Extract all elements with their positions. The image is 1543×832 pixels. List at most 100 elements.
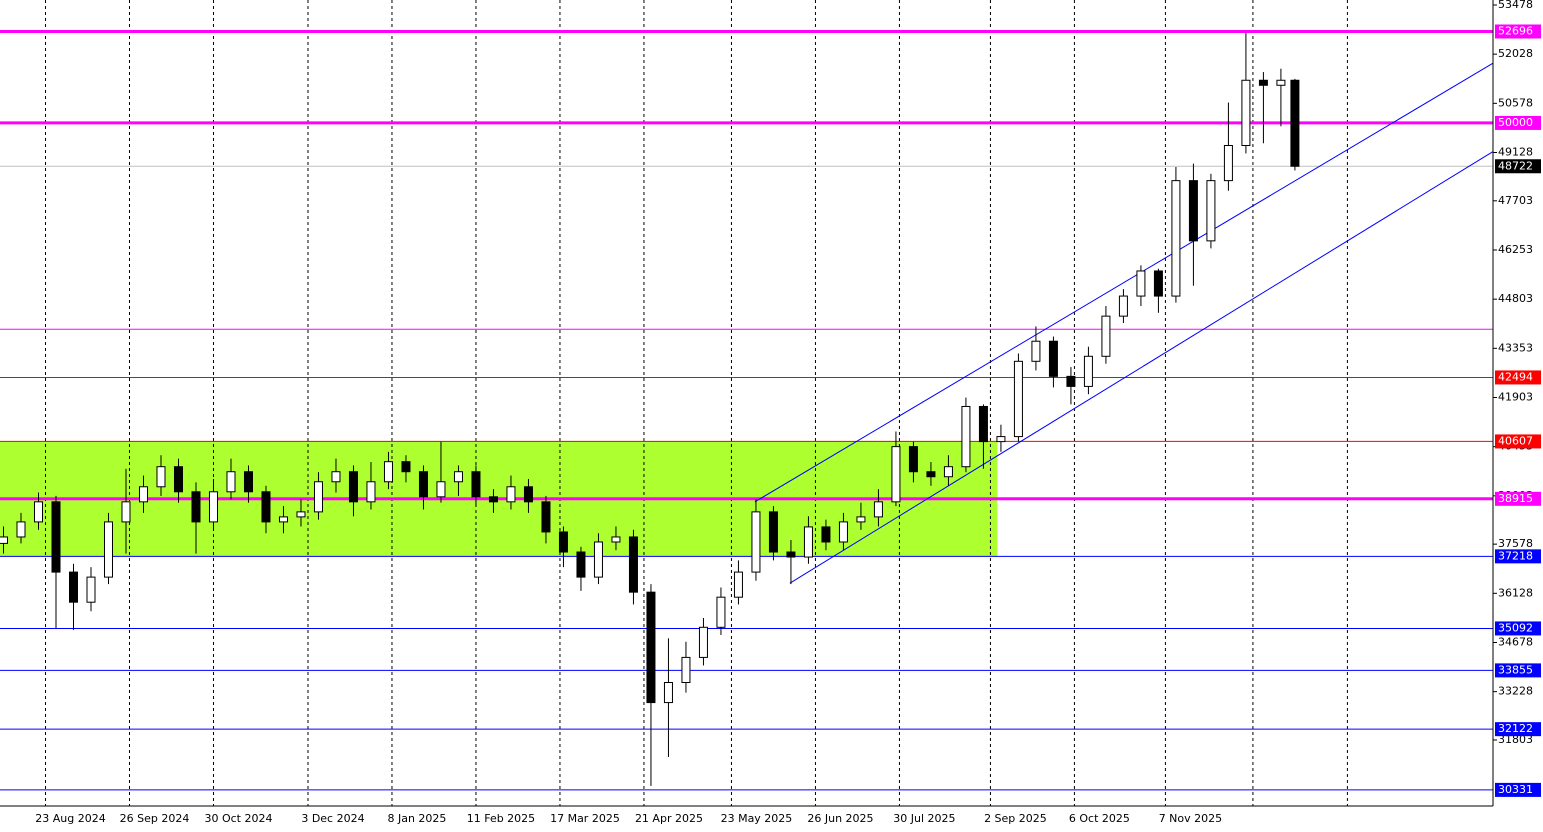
- candle-body: [961, 405, 971, 468]
- y-tick-label: 33228: [1498, 685, 1533, 698]
- x-tick-label: 11 Feb 2025: [467, 812, 535, 825]
- candle-body: [821, 526, 831, 543]
- candle-body: [33, 501, 43, 523]
- candle-body: [1118, 295, 1128, 317]
- candle-body: [103, 521, 113, 578]
- candle-body: [418, 471, 428, 498]
- level-tag: [1495, 115, 1541, 130]
- candle-body: [471, 471, 481, 498]
- level-tag-label: 52696: [1498, 25, 1533, 38]
- candle-body: [803, 526, 813, 558]
- level-tag: [1495, 370, 1541, 385]
- level-tag: [1495, 722, 1541, 737]
- trend-line: [789, 151, 1494, 584]
- level-tag: [1495, 621, 1541, 636]
- y-tick-label: 37578: [1498, 537, 1533, 550]
- candle-body: [86, 576, 96, 603]
- x-tick-label: 17 Mar 2025: [550, 812, 620, 825]
- candle-body: [733, 571, 743, 598]
- level-tag-label: 37218: [1498, 549, 1533, 562]
- x-tick-label: 6 Oct 2025: [1069, 812, 1130, 825]
- level-tag: [1495, 159, 1541, 174]
- level-tag: [1495, 782, 1541, 797]
- candle-body: [401, 461, 411, 473]
- candle-body: [138, 486, 148, 503]
- candle-body: [1101, 315, 1111, 357]
- candle-body: [278, 516, 288, 523]
- candle-body: [121, 501, 131, 523]
- candle-body: [1188, 180, 1198, 242]
- candle-body: [978, 405, 988, 443]
- candle-body: [558, 531, 568, 553]
- candle-body: [1153, 270, 1163, 297]
- candle-body: [173, 466, 183, 493]
- x-tick-label: 23 May 2025: [721, 812, 793, 825]
- y-tick-label: 31803: [1498, 733, 1533, 746]
- candle-body: [1136, 270, 1146, 297]
- level-tag-label: 35092: [1498, 621, 1533, 634]
- level-tag-label: 50000: [1498, 116, 1533, 129]
- level-tag-label: 33855: [1498, 663, 1533, 676]
- candle-body: [51, 501, 61, 573]
- level-tag-label: 30331: [1498, 783, 1533, 796]
- candle-body: [296, 511, 306, 518]
- candle-body: [1171, 180, 1181, 297]
- x-tick-label: 26 Sep 2024: [120, 812, 190, 825]
- candle-body: [646, 591, 656, 704]
- level-tag-label: 32122: [1498, 722, 1533, 735]
- x-tick-label: 3 Dec 2024: [301, 812, 364, 825]
- candle-body: [261, 491, 271, 523]
- candle-body: [768, 511, 778, 553]
- x-tick-label: 30 Oct 2024: [204, 812, 272, 825]
- x-tick-label: 30 Jul 2025: [893, 812, 955, 825]
- candle-body: [243, 471, 253, 493]
- x-tick-label: 8 Jan 2025: [387, 812, 446, 825]
- candle-body: [1241, 79, 1251, 147]
- candle-body: [856, 516, 866, 523]
- candle-body: [506, 486, 516, 503]
- candle-body: [943, 466, 953, 478]
- candle-body: [1031, 340, 1041, 362]
- level-tag: [1495, 663, 1541, 678]
- candle-body: [0, 536, 8, 544]
- axis-panel: [1493, 0, 1543, 832]
- candle-body: [1223, 145, 1233, 182]
- candle-body: [996, 436, 1006, 443]
- level-tag-label: 48722: [1498, 159, 1533, 172]
- candle-body: [313, 481, 323, 513]
- candle-body: [436, 481, 446, 498]
- level-tag: [1495, 549, 1541, 564]
- candle-body: [1066, 375, 1076, 387]
- candle-body: [208, 491, 218, 523]
- x-tick-label: 23 Aug 2024: [35, 812, 105, 825]
- candle-body: [751, 511, 761, 573]
- candle-body: [1048, 340, 1058, 377]
- candle-body: [331, 471, 341, 483]
- level-tag-label: 40607: [1498, 434, 1533, 447]
- candle-body: [348, 471, 358, 503]
- candle-body: [68, 571, 78, 603]
- candle-body: [838, 521, 848, 543]
- candle-body: [191, 491, 201, 523]
- level-tag-label: 38915: [1498, 492, 1533, 505]
- y-tick-label: 47703: [1498, 194, 1533, 207]
- candle-body: [1013, 360, 1023, 438]
- y-tick-label: 34678: [1498, 635, 1533, 648]
- candle-body: [366, 481, 376, 503]
- candle-body: [873, 501, 883, 518]
- candle-body: [926, 471, 936, 478]
- candle-body: [593, 541, 603, 578]
- level-tag: [1495, 434, 1541, 449]
- x-tick-label: 7 Nov 2025: [1159, 812, 1222, 825]
- x-tick-label: 21 Apr 2025: [635, 812, 703, 825]
- y-tick-label: 41903: [1498, 390, 1533, 403]
- y-tick-label: 50578: [1498, 96, 1533, 109]
- candle-body: [1276, 79, 1286, 86]
- candle-body: [663, 682, 673, 704]
- candle-body: [891, 446, 901, 503]
- y-tick-label: 44803: [1498, 292, 1533, 305]
- candle-body: [681, 656, 691, 684]
- candle-body: [453, 471, 463, 483]
- candle-body: [226, 471, 236, 493]
